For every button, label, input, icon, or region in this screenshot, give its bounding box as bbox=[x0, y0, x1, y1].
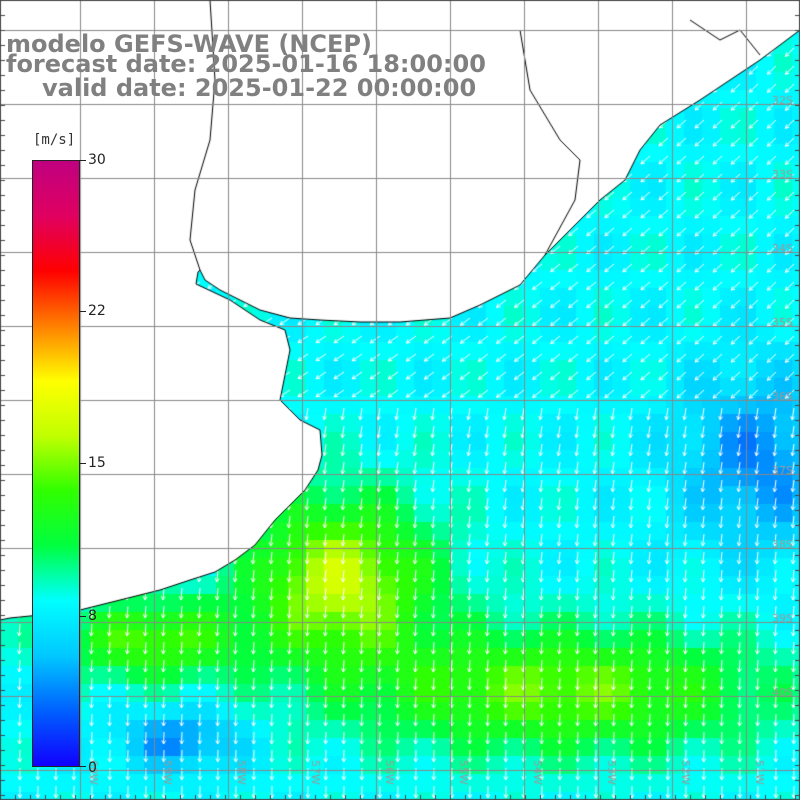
colorbar-tick bbox=[80, 160, 86, 161]
colorbar-label-8: 8 bbox=[88, 608, 97, 624]
colorbar-label-0: 0 bbox=[88, 760, 97, 776]
colorbar-label-22: 22 bbox=[88, 303, 106, 319]
colorbar bbox=[32, 160, 80, 767]
colorbar-label-15: 15 bbox=[88, 455, 106, 471]
valid-date: valid date: 2025-01-22 00:00:00 bbox=[42, 74, 477, 102]
colorbar-tick bbox=[80, 616, 86, 617]
forecast-date: forecast date: 2025-01-16 18:00:00 bbox=[6, 50, 486, 78]
colorbar-unit: [m/s] bbox=[33, 132, 76, 148]
model-title: modelo GEFS-WAVE (NCEP) bbox=[6, 30, 372, 58]
colorbar-tick bbox=[80, 311, 86, 312]
colorbar-label-30: 30 bbox=[88, 152, 106, 168]
colorbar-tick bbox=[80, 463, 86, 464]
colorbar-tick bbox=[80, 766, 86, 767]
